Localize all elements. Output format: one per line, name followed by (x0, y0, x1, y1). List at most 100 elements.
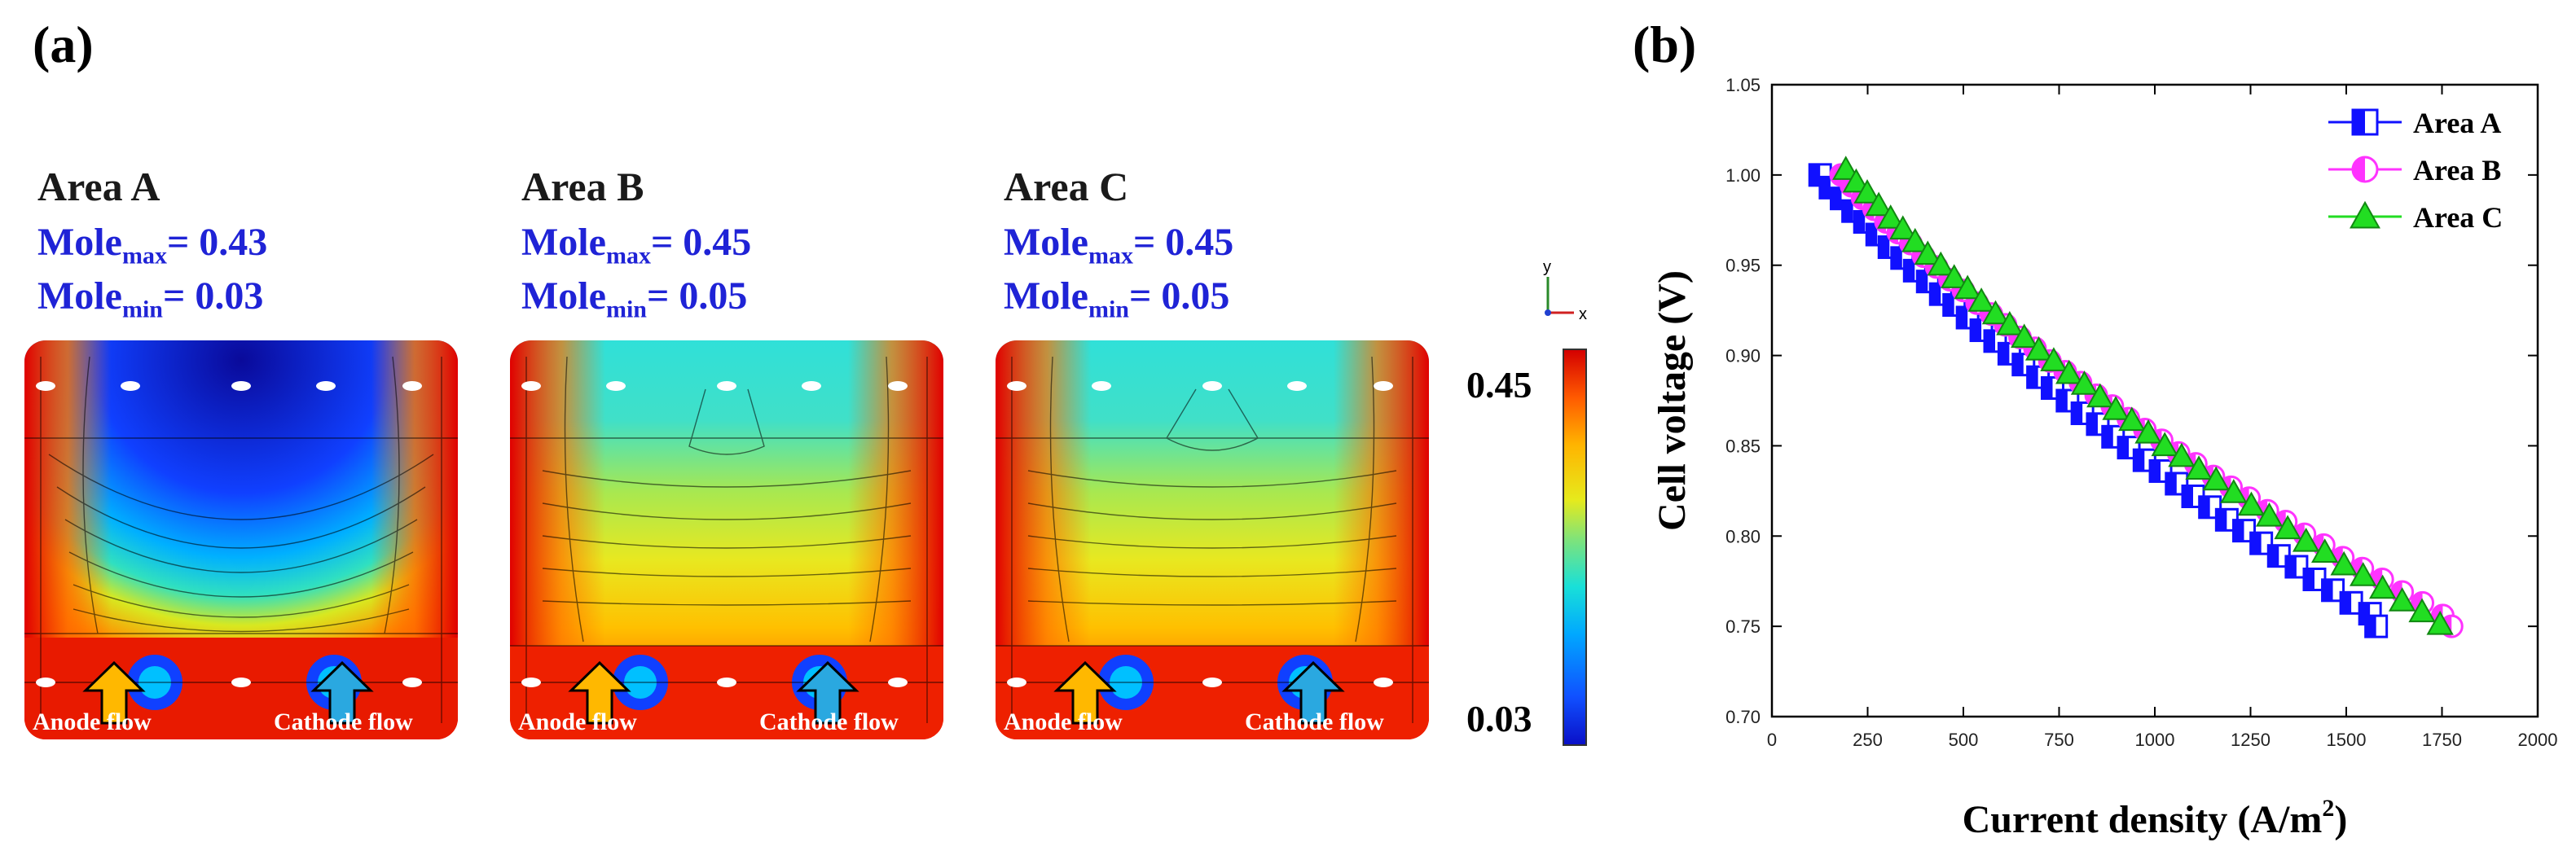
marker-fill (2303, 568, 2314, 590)
cathode-flow-label: Cathode flow (274, 708, 413, 735)
area-a-mole-min: Molemin= 0.03 (37, 274, 263, 324)
marker-fill (1809, 164, 1821, 186)
legend-entry: Area A (2328, 107, 2501, 139)
marker-fill (2368, 574, 2397, 599)
mole-sub: max (605, 242, 651, 270)
data-point (1832, 156, 1860, 180)
x-tick-label: 1750 (2422, 730, 2462, 750)
data-point (2011, 323, 2038, 349)
data-point (1941, 264, 1968, 288)
marker-fill (1954, 274, 1981, 300)
marker-fill (2274, 515, 2301, 540)
contour-map-area-c: Anode flow Cathode flow (996, 340, 1429, 739)
x-tick-label: 0 (1767, 730, 1777, 750)
contour-map-a-image (24, 340, 458, 739)
marker-fill (2353, 110, 2365, 134)
marker-fill (1879, 236, 1890, 258)
data-point (2330, 550, 2358, 576)
data-point (1865, 191, 1892, 217)
y-tick-label: 0.85 (1725, 436, 1761, 456)
marker-fill (2216, 509, 2227, 531)
marker-fill (2056, 390, 2068, 411)
y-axis: 0.70 0.75 0.80 0.85 0.90 0.95 1.00 1.05 (1725, 75, 2538, 727)
contour-map-area-a: Anode flow Cathode flow (24, 340, 458, 739)
y-tick-label: 0.70 (1725, 707, 1761, 727)
contour-map-b-image (510, 340, 943, 739)
x-tick-label: 250 (1853, 730, 1883, 750)
x-axis-title-close: ) (2334, 798, 2347, 841)
marker-fill (2233, 520, 2244, 542)
marker-fill (1889, 215, 1917, 240)
marker-fill (2072, 402, 2083, 424)
mole-sub: max (121, 242, 167, 270)
data-point (2134, 419, 2162, 444)
marker-fill (2365, 616, 2376, 638)
y-tick-label: 0.75 (1725, 616, 1761, 637)
marker-fill (2165, 472, 2177, 494)
marker-fill (2202, 466, 2230, 491)
marker-fill (2322, 579, 2333, 601)
marker-fill (2024, 336, 2053, 361)
marker-fill (1891, 247, 1902, 269)
x-axis: 0 250 500 750 1000 1250 1500 1750 2000 (1767, 85, 2558, 750)
area-c-mole-max: Molemax= 0.45 (1004, 220, 1233, 270)
x-axis-title: Current density (A/m2) (1963, 795, 2348, 841)
cathode-flow-label: Cathode flow (1245, 708, 1384, 735)
marker-fill (1967, 287, 1995, 312)
x-tick-label: 2000 (2518, 730, 2558, 750)
data-point (2364, 614, 2389, 638)
marker-fill (2012, 353, 2024, 375)
mole-label: Mole (37, 221, 122, 264)
area-c-title: Area C (1004, 164, 1129, 209)
data-point (1889, 215, 1917, 240)
marker-fill (2168, 442, 2196, 467)
data-point (2198, 495, 2222, 520)
colorbar-min-label: 0.03 (1466, 698, 1532, 739)
marker-fill (1854, 211, 1866, 233)
mole-label: Mole (521, 221, 606, 264)
marker-fill (1842, 168, 1870, 193)
mole-sub: min (121, 296, 163, 323)
x-tick-label: 750 (2044, 730, 2074, 750)
mole-sub: min (1088, 296, 1129, 323)
series-marks (1808, 156, 2464, 638)
x-tick-label: 1500 (2327, 730, 2367, 750)
marker-fill (2220, 479, 2248, 503)
marker-fill (2055, 359, 2083, 384)
marker-fill (2134, 419, 2162, 444)
axis-triad-icon: y x (1543, 258, 1587, 323)
marker-fill (2102, 426, 2113, 448)
anode-flow-label: Anode flow (1004, 708, 1123, 735)
marker-fill (2341, 592, 2352, 614)
data-point (1914, 240, 1941, 265)
data-point (2101, 424, 2125, 449)
mole-label: Mole (521, 274, 606, 318)
colorbar (1563, 349, 1587, 746)
marker-fill (2118, 406, 2146, 432)
marker-fill (1914, 240, 1941, 265)
marker-fill (2426, 610, 2454, 635)
legend-entry: Area B (2328, 154, 2501, 186)
y-tick-label: 0.80 (1725, 526, 1761, 546)
legend: Area A Area B Area C (2328, 107, 2503, 234)
y-axis-title: Cell voltage (V) (1651, 270, 1694, 531)
marker-fill (1930, 283, 1941, 305)
legend-entry: Area C (2328, 200, 2503, 234)
mole-value: = 0.43 (166, 221, 268, 264)
marker-fill (1904, 260, 1915, 282)
marker-fill (1831, 187, 1842, 209)
triad-x-label: x (1579, 305, 1587, 323)
marker-fill (1985, 330, 1996, 352)
series-area-b (1829, 163, 2464, 638)
marker-fill (1927, 251, 1954, 276)
marker-fill (2408, 598, 2436, 623)
mole-value: = 0.05 (1128, 274, 1230, 318)
data-point (2426, 610, 2454, 635)
marker-fill (1998, 343, 2010, 365)
colorbar-max-label: 0.45 (1466, 364, 1532, 406)
data-point (2237, 491, 2266, 516)
data-point (2311, 538, 2339, 563)
data-point (2274, 515, 2301, 540)
legend-label: Area C (2413, 201, 2503, 234)
data-point (1981, 300, 2010, 325)
